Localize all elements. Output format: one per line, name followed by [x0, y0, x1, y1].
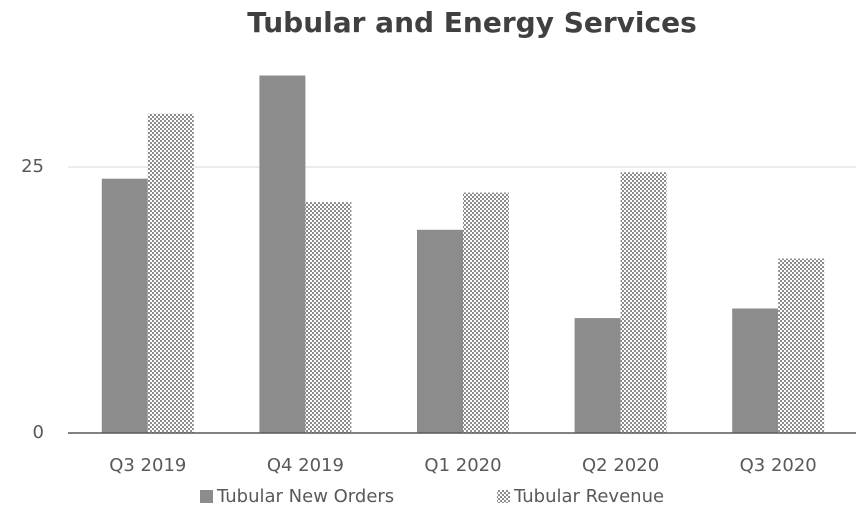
legend-swatch: [497, 490, 510, 503]
legend-label: Tubular Revenue: [513, 486, 664, 507]
y-tick-label: 0: [33, 422, 44, 443]
y-tick-label: 25: [21, 156, 44, 177]
bar: [778, 258, 825, 433]
legend-label: Tubular New Orders: [216, 486, 394, 507]
bar: [574, 318, 621, 433]
bar: [259, 75, 306, 433]
x-tick-label: Q2 2020: [582, 455, 659, 476]
bar: [147, 113, 194, 434]
bar: [732, 308, 779, 433]
x-tick-label: Q1 2020: [424, 455, 501, 476]
bar: [463, 192, 509, 433]
x-tick-label: Q3 2020: [740, 455, 817, 476]
bar: [305, 202, 352, 433]
x-tick-label: Q3 2019: [109, 455, 186, 476]
bar: [620, 172, 667, 433]
x-tick-label: Q4 2019: [267, 455, 344, 476]
bar: [101, 178, 148, 433]
bar: [417, 229, 463, 433]
chart-title: Tubular and Energy Services: [247, 6, 697, 39]
legend-swatch: [200, 490, 213, 503]
